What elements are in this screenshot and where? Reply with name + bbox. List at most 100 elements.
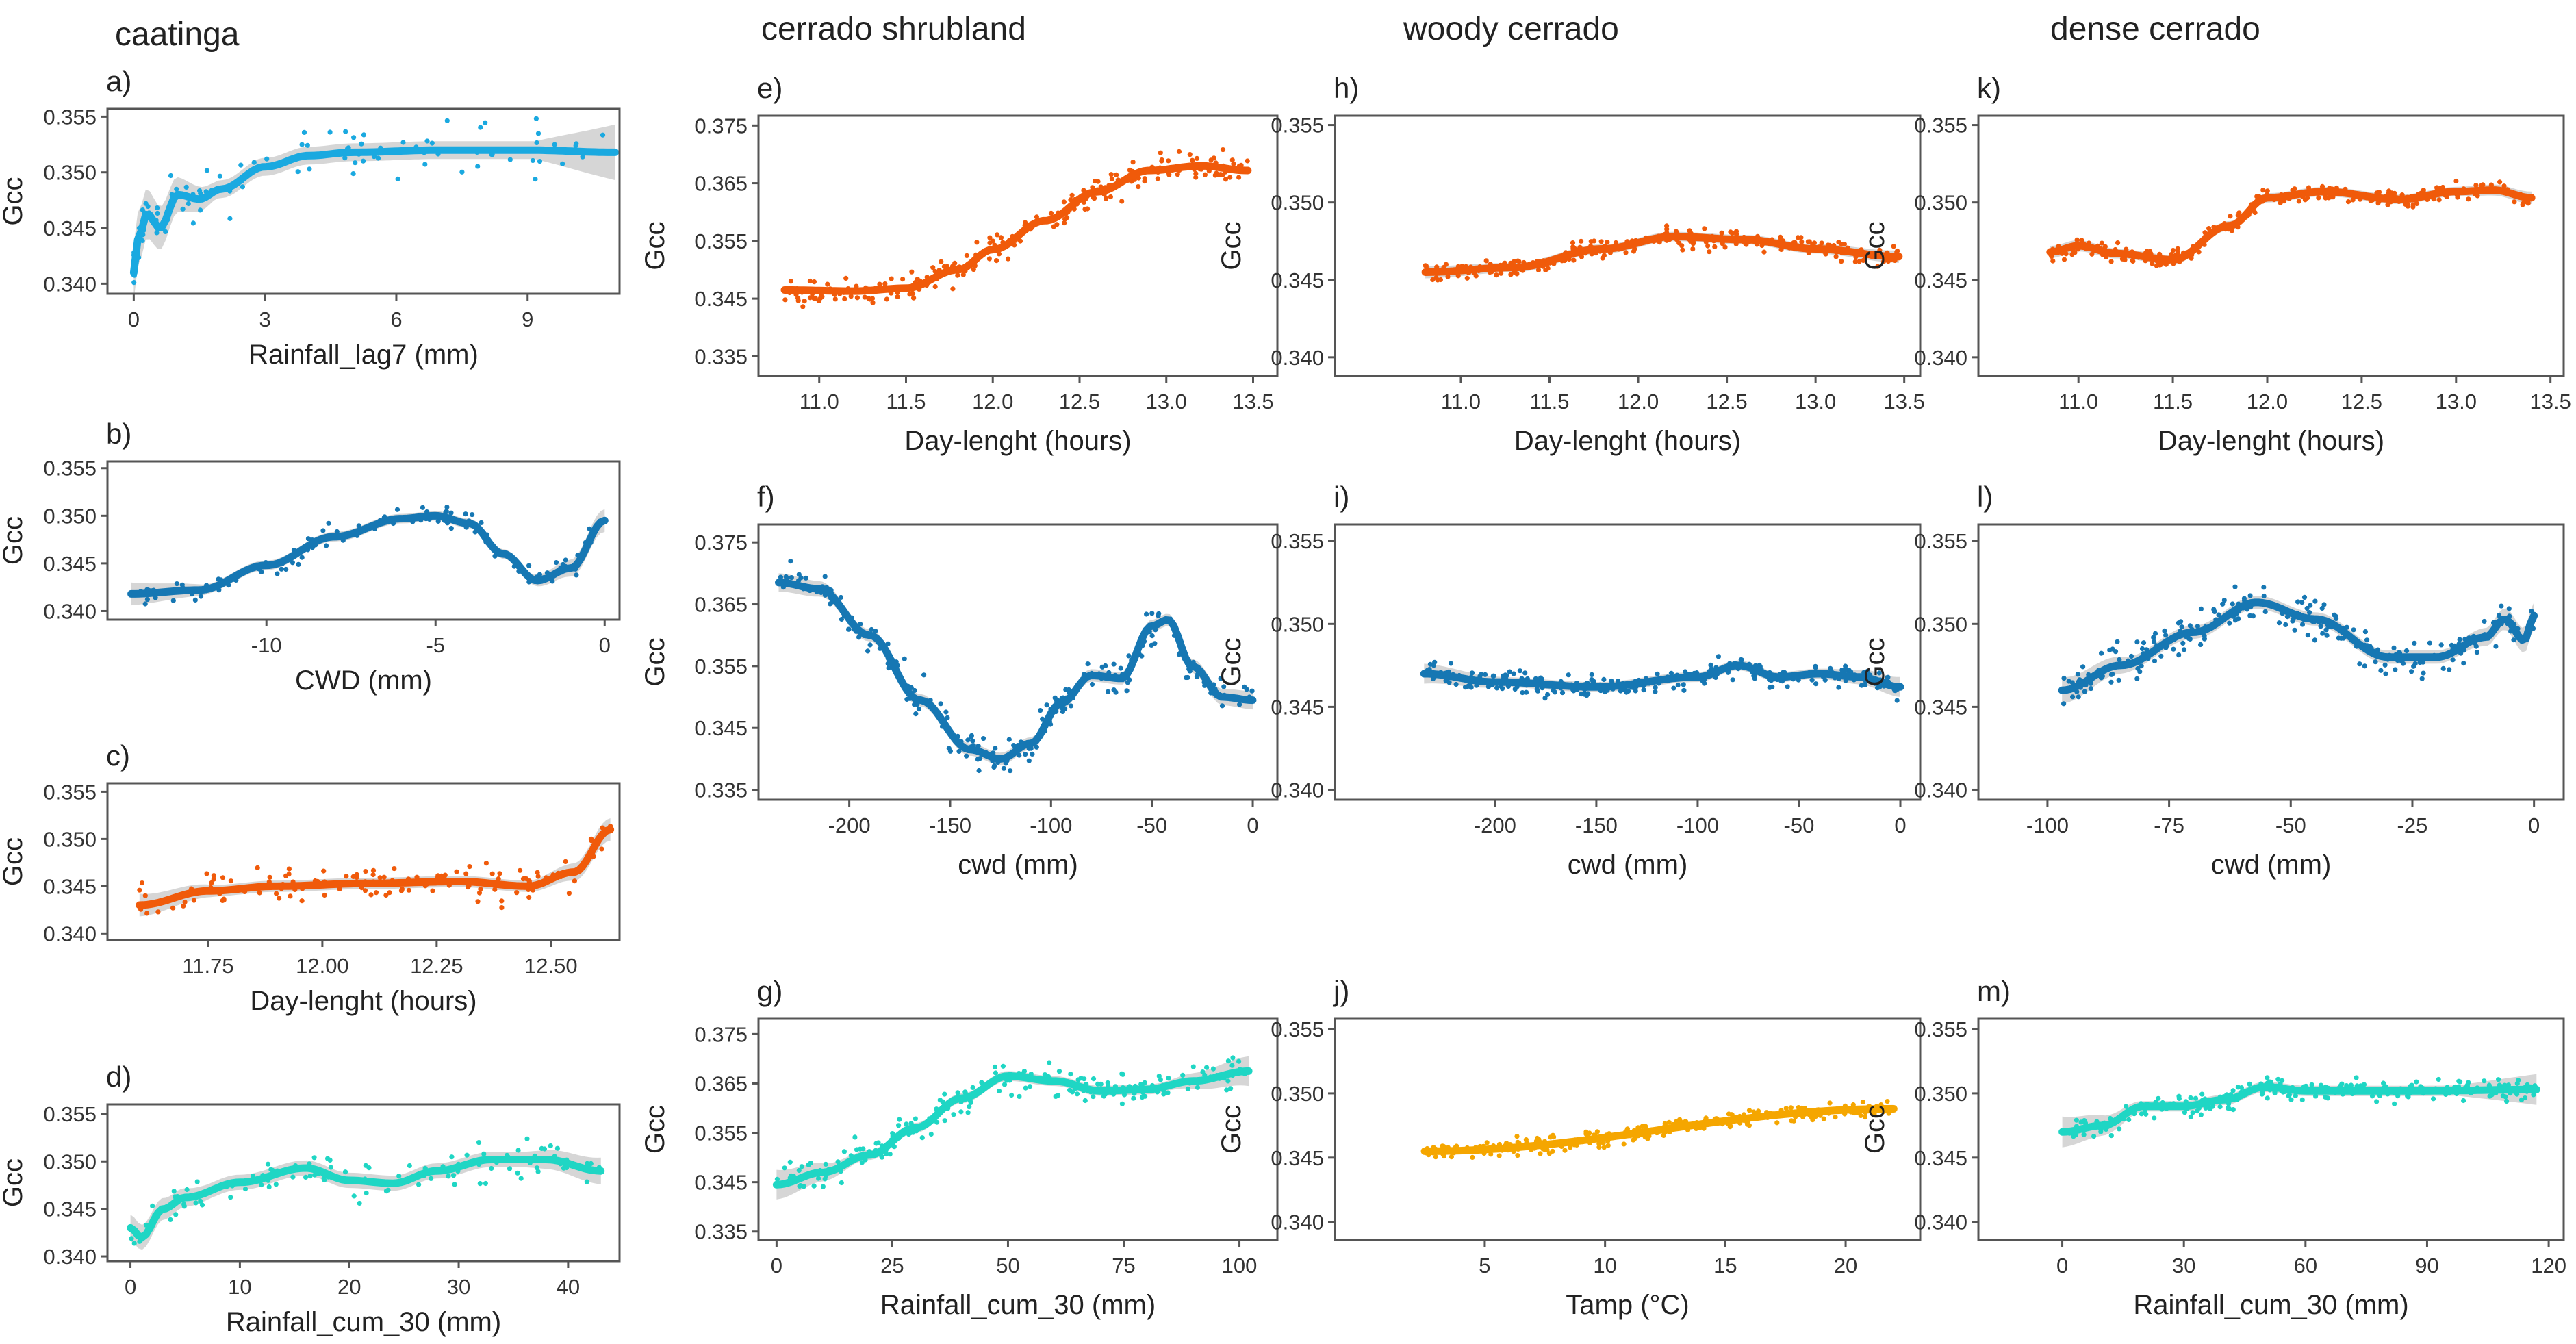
- scatter-point: [381, 874, 387, 880]
- scatter-point: [938, 701, 943, 707]
- scatter-point: [911, 295, 917, 301]
- scatter-point: [1225, 1078, 1231, 1084]
- y-axis-label: Gcc: [0, 177, 28, 225]
- scatter-point: [344, 874, 349, 879]
- scatter-point: [2088, 686, 2093, 692]
- scatter-point: [1494, 685, 1500, 691]
- x-tick-label: -100: [1676, 813, 1719, 837]
- scatter-point: [180, 206, 186, 212]
- scatter-point: [534, 1165, 540, 1171]
- scatter-point: [2482, 618, 2487, 624]
- scatter-point: [1544, 1148, 1550, 1153]
- scatter-point: [2375, 201, 2381, 206]
- panel-label: l): [1977, 481, 1993, 513]
- smooth-line: [2058, 598, 2538, 694]
- scatter-point: [1877, 247, 1883, 253]
- scatter-point: [1522, 670, 1528, 676]
- scatter-point: [997, 1088, 1002, 1094]
- x-tick-label: 13.0: [2436, 390, 2477, 414]
- scatter-point: [1130, 160, 1136, 165]
- scatter-point: [383, 892, 389, 898]
- scatter-point: [407, 1163, 412, 1169]
- smooth-line: [2058, 1083, 2540, 1136]
- scatter-point: [1193, 175, 1199, 180]
- scatter-point: [174, 581, 179, 587]
- scatter-point: [463, 511, 468, 517]
- scatter-point: [168, 1217, 173, 1222]
- scatter-point: [2312, 637, 2318, 643]
- scatter-point: [869, 626, 874, 633]
- scatter-point: [1445, 274, 1451, 279]
- scatter-point: [424, 138, 430, 144]
- y-axis-label: Gcc: [1216, 637, 1247, 686]
- scatter-point: [1023, 752, 1028, 757]
- y-tick-label: 0.375: [694, 531, 748, 555]
- scatter-point: [2293, 1093, 2298, 1098]
- scatter-point: [995, 232, 1000, 238]
- scatter-point: [1229, 1063, 1235, 1068]
- x-tick-label: 20: [1834, 1254, 1857, 1278]
- scatter-point: [2299, 1097, 2305, 1102]
- scatter-point: [1799, 239, 1805, 244]
- scatter-point: [1809, 677, 1815, 683]
- scatter-point: [2203, 1105, 2208, 1111]
- y-tick-label: 0.355: [694, 1121, 748, 1145]
- scatter-point: [2440, 665, 2446, 672]
- scatter-point: [1662, 1121, 1668, 1126]
- scatter-point: [194, 1179, 200, 1184]
- scatter-point: [1687, 228, 1692, 233]
- y-tick-label: 0.340: [1914, 778, 1967, 802]
- scatter-point: [1118, 665, 1123, 671]
- scatter-point: [1811, 240, 1817, 246]
- scatter-point: [1074, 1091, 1080, 1097]
- scatter-point: [435, 518, 441, 524]
- scatter-point: [2190, 1110, 2195, 1115]
- scatter-point: [2128, 653, 2134, 659]
- scatter-point: [481, 1151, 487, 1156]
- scatter-point: [2447, 667, 2452, 672]
- scatter-point: [1681, 687, 1687, 693]
- scatter-point: [2501, 183, 2507, 189]
- scatter-point: [2152, 631, 2158, 636]
- y-tick-label: 0.345: [694, 287, 748, 311]
- scatter-point: [1139, 1095, 1145, 1100]
- scatter-point: [2080, 664, 2086, 670]
- scatter-point: [357, 1200, 362, 1206]
- scatter-point: [802, 299, 807, 304]
- scatter-point: [1807, 239, 1812, 244]
- plot-frame: [1977, 523, 2565, 801]
- scatter-point: [955, 1090, 960, 1095]
- scatter-point: [2419, 676, 2425, 681]
- scatter-point: [470, 512, 475, 518]
- scatter-point: [2531, 1092, 2536, 1098]
- scatter-point: [1605, 1143, 1611, 1148]
- scatter-point: [533, 177, 538, 182]
- scatter-point: [2150, 261, 2155, 266]
- scatter-point: [1524, 689, 1529, 695]
- scatter-point: [142, 893, 148, 898]
- scatter-point: [987, 235, 993, 240]
- scatter-point: [2438, 642, 2444, 648]
- scatter-point: [943, 709, 949, 715]
- scatter-point: [479, 520, 484, 526]
- scatter-point: [1202, 172, 1208, 177]
- scatter-point: [183, 184, 189, 190]
- smooth-line: [129, 146, 620, 277]
- scatter-point: [478, 125, 483, 130]
- scatter-point: [198, 1198, 203, 1204]
- plot-frame: [1977, 1017, 2565, 1241]
- x-tick-label: 3: [259, 307, 271, 331]
- scatter-point: [1626, 688, 1631, 694]
- scatter-point: [1449, 1154, 1454, 1160]
- x-tick-label: -25: [2397, 813, 2428, 837]
- scatter-point: [1180, 1072, 1186, 1078]
- scatter-point: [1042, 1072, 1047, 1078]
- scatter-point: [274, 891, 279, 896]
- scatter-point: [1114, 172, 1119, 177]
- scatter-point: [1702, 681, 1707, 686]
- scatter-point: [1155, 176, 1160, 181]
- x-tick-label: 10: [1593, 1254, 1616, 1278]
- scatter-point: [1119, 1071, 1125, 1076]
- scatter-point: [991, 764, 997, 770]
- y-tick-label: 0.345: [1271, 1146, 1324, 1170]
